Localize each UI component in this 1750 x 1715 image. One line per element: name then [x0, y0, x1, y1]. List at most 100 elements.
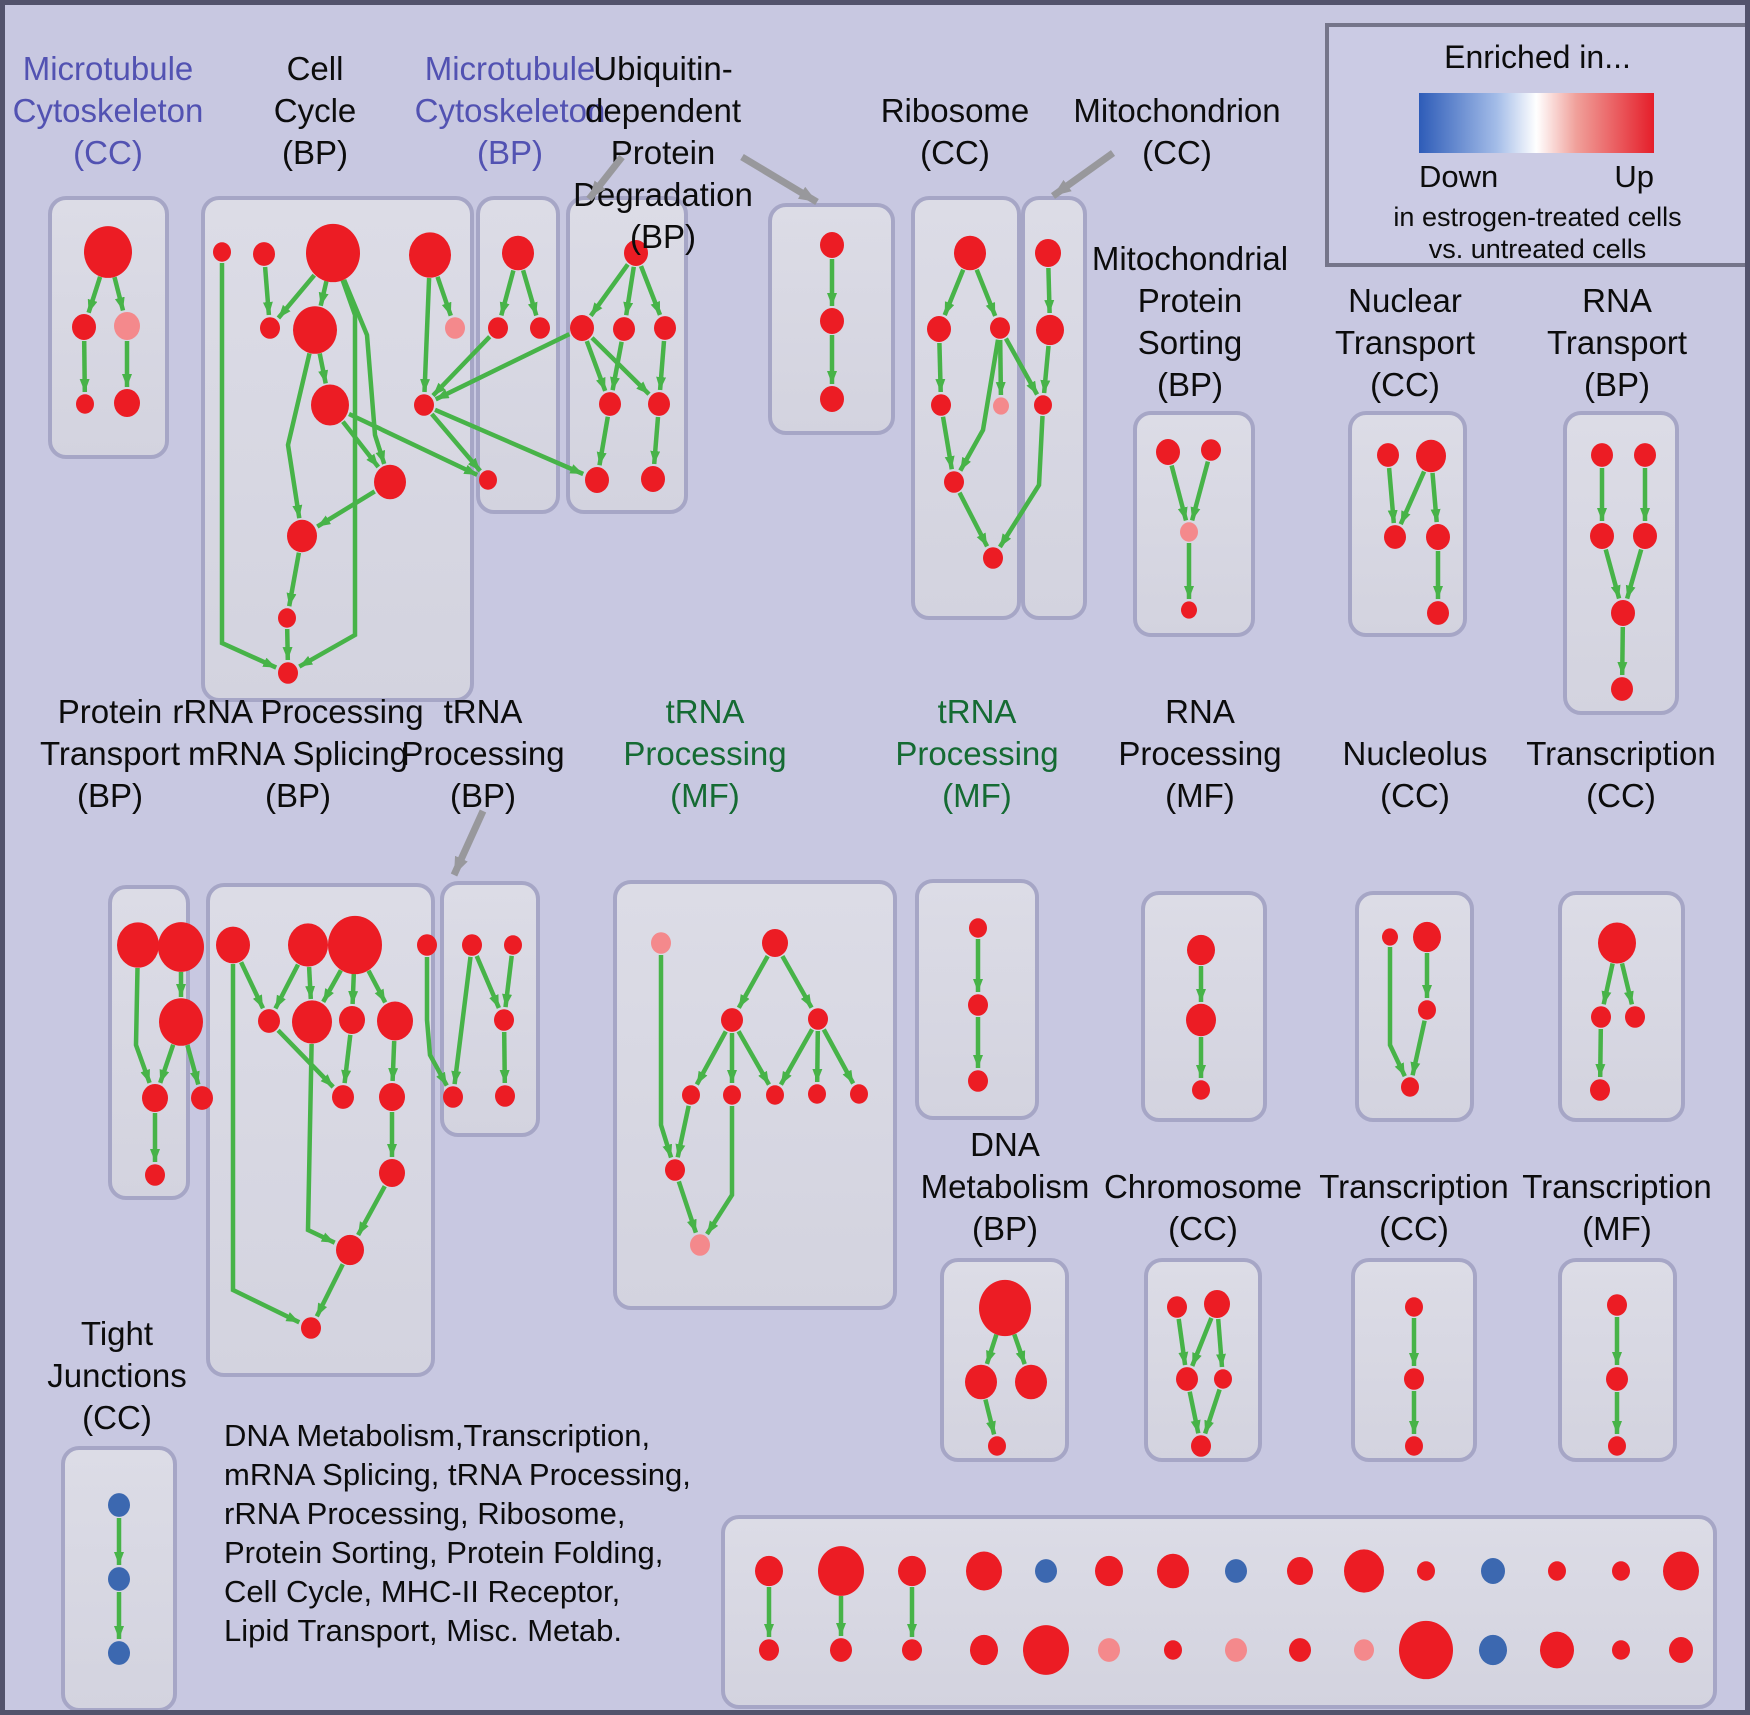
- go-term-label-trna-processing-mf-small: tRNA: [938, 693, 1017, 730]
- go-term-label-nuclear-transport-cc: Transport: [1335, 324, 1475, 361]
- gene-node: [213, 242, 231, 262]
- gene-node: [1427, 601, 1449, 625]
- gene-node: [377, 1001, 413, 1041]
- gene-node: [158, 922, 204, 972]
- regulation-edge: [285, 352, 312, 519]
- go-term-label-trna-processing-mf-large: Processing: [623, 735, 786, 772]
- gene-node: [72, 314, 96, 340]
- cross-box-edge: [430, 412, 482, 473]
- gene-node: [970, 1634, 998, 1666]
- regulation-edge: [650, 416, 661, 465]
- gene-node: [1607, 1294, 1627, 1316]
- gene-node: [1405, 1297, 1423, 1317]
- gene-node: [1606, 1367, 1628, 1391]
- go-term-label-protein-transport-bp: Transport: [40, 735, 180, 772]
- regulation-edges: [79, 259, 1650, 1639]
- regulation-edge: [1044, 267, 1055, 314]
- go-term-label-mitochondrial-protein-sorting-bp: Protein: [1138, 282, 1243, 319]
- regulation-edge: [676, 1180, 699, 1234]
- gene-node: [983, 547, 1003, 569]
- go-term-label-mitochondrial-protein-sorting-bp: Mitochondrial: [1092, 240, 1288, 277]
- gene-node: [414, 394, 434, 416]
- go-term-box-dna-metabolism-bp: [940, 1258, 1069, 1462]
- regulation-edge: [356, 1185, 387, 1237]
- regulation-edge: [388, 1040, 399, 1082]
- gene-node: [311, 384, 349, 426]
- regulation-edge: [995, 339, 1006, 396]
- go-term-label-nucleolus-cc: (CC): [1380, 777, 1450, 814]
- go-term-label-protein-transport-bp: (BP): [77, 777, 143, 814]
- regulation-edge: [158, 1043, 176, 1084]
- regulation-edge: [1190, 1317, 1214, 1367]
- gene-node: [114, 388, 140, 418]
- regulation-edge: [588, 263, 630, 318]
- gene-node: [1625, 1006, 1645, 1028]
- go-term-label-tight-junctions-cc: (CC): [82, 1399, 152, 1436]
- regulation-edge: [736, 1030, 771, 1086]
- cross-box-edge: [424, 957, 449, 1087]
- legend-axis-labels: Down Up: [1419, 159, 1654, 195]
- gene-node: [1612, 1561, 1630, 1581]
- gene-node: [278, 662, 298, 684]
- gene-node: [306, 223, 360, 283]
- go-term-label-transcription-mf: (MF): [1582, 1210, 1652, 1247]
- gene-node: [665, 1159, 685, 1181]
- gene-node: [931, 394, 951, 416]
- gene-node: [379, 1082, 405, 1112]
- gene-node: [979, 1279, 1031, 1337]
- gene-node: [260, 317, 280, 339]
- go-term-label-microtubule-cytoskeleton-bp: (BP): [477, 134, 543, 171]
- gene-node: [114, 311, 140, 341]
- regulation-edge: [1619, 962, 1635, 1005]
- misc-note-line: Cell Cycle, MHC-II Receptor,: [224, 1574, 621, 1609]
- gene-node: [1426, 524, 1450, 550]
- regulation-edge: [958, 339, 1001, 472]
- regulation-edge: [812, 1030, 823, 1083]
- cross-box-edge: [431, 335, 492, 398]
- gene-node: [1413, 921, 1441, 953]
- gene-node: [1157, 1553, 1189, 1589]
- go-term-label-cell-cycle-bp: Cell: [287, 50, 344, 87]
- gene-node: [1548, 1561, 1566, 1581]
- regulation-edge: [1176, 1318, 1189, 1366]
- legend-title: Enriched in...: [1444, 39, 1631, 75]
- go-term-label-tight-junctions-cc: Junctions: [47, 1357, 186, 1394]
- gene-node: [585, 467, 609, 493]
- gene-node: [1479, 1634, 1507, 1666]
- gene-node: [1181, 601, 1197, 619]
- gene-node: [927, 316, 951, 342]
- go-term-label-ubiquitin-degradation-box-2: (BP): [630, 218, 696, 255]
- regulation-edge: [435, 276, 453, 317]
- go-term-label-mitochondrion-cc: (CC): [1142, 134, 1212, 171]
- regulation-edge: [983, 1398, 997, 1435]
- regulation-edge: [957, 491, 990, 548]
- regulation-edge: [451, 956, 473, 1085]
- gene-node: [292, 1000, 332, 1044]
- regulation-edge: [341, 420, 381, 469]
- regulation-edge: [940, 416, 955, 470]
- gene-node: [570, 315, 594, 341]
- gene-node: [682, 1085, 700, 1105]
- gene-node: [1418, 1000, 1436, 1020]
- gene-node: [954, 235, 986, 271]
- regulation-edge: [262, 266, 273, 316]
- gene-node: [1035, 1559, 1057, 1583]
- gene-node: [1598, 922, 1636, 964]
- gene-node: [820, 386, 844, 412]
- regulation-edge: [273, 963, 301, 1010]
- gene-node: [1180, 522, 1198, 542]
- gene-node: [808, 1008, 828, 1030]
- gene-node: [278, 608, 296, 628]
- regulation-edge: [610, 341, 624, 391]
- legend-down-label: Down: [1419, 159, 1499, 194]
- regulation-edge: [942, 268, 966, 316]
- gene-node: [142, 1083, 168, 1113]
- gene-node: [409, 232, 451, 278]
- go-term-label-nuclear-transport-cc: Nuclear: [1348, 282, 1462, 319]
- gene-node: [488, 317, 508, 339]
- go-term-box-nucleolus-cc: [1355, 891, 1474, 1122]
- regulation-edge: [584, 340, 608, 392]
- regulation-edge: [276, 273, 317, 320]
- regulation-edge: [1187, 1391, 1201, 1434]
- regulation-edge: [286, 552, 302, 607]
